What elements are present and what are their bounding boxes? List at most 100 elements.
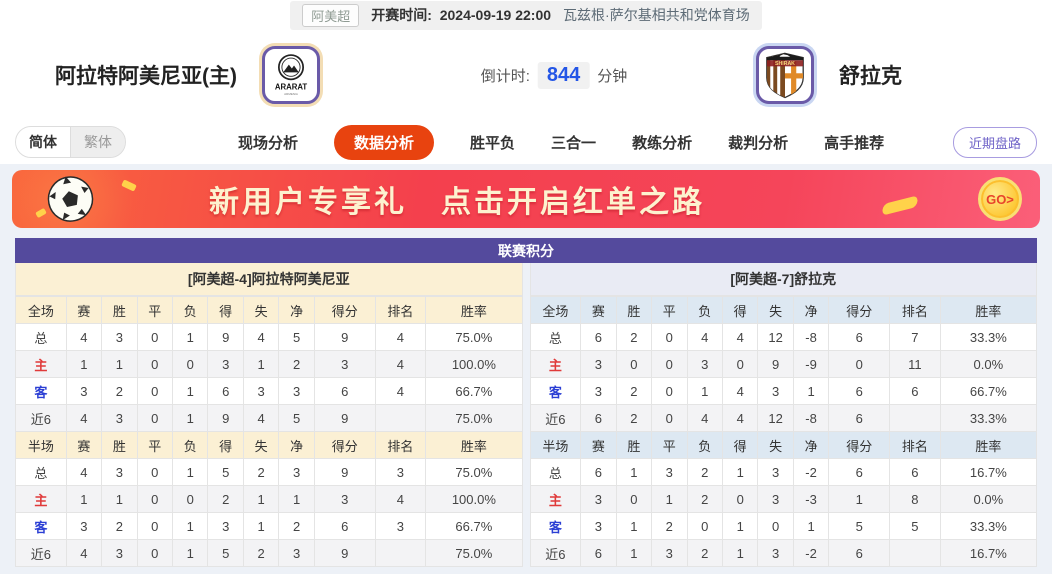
stat-cell: 75.0% <box>425 458 523 486</box>
content-area: 新用户专享礼 点击开启红单之路 GO> 联赛积分 [阿美超-4]阿拉特阿美尼亚 全场… <box>0 164 1052 574</box>
column-header: 排名 <box>374 431 427 459</box>
nav-bar: 简体 繁体 现场分析 数据分析 胜平负 三合一 教练分析 裁判分析 高手推荐 近期盘路 <box>0 120 1052 164</box>
league-badge[interactable]: 阿美超 <box>302 3 360 27</box>
column-header: 胜 <box>101 431 138 459</box>
stat-cell: 0 <box>615 485 653 513</box>
row-label: 总 <box>529 323 582 351</box>
row-label: 总 <box>15 458 67 486</box>
stat-cell: 0 <box>651 323 688 351</box>
stat-cell: 3 <box>101 404 138 432</box>
stat-cell: 8 <box>889 485 941 513</box>
stat-cell: 3 <box>651 458 688 486</box>
soccer-ball-icon <box>41 170 101 228</box>
column-header: 得 <box>721 296 759 324</box>
stat-cell: 1 <box>171 323 209 351</box>
stat-cell: 1 <box>615 539 653 567</box>
column-header: 胜 <box>101 296 138 324</box>
svg-text:ARMENIA: ARMENIA <box>284 92 298 96</box>
column-header: 赛 <box>65 296 103 324</box>
column-header: 负 <box>686 431 723 459</box>
stat-cell: 3 <box>278 377 315 405</box>
column-header: 平 <box>136 431 174 459</box>
stat-cell: 1 <box>721 458 759 486</box>
column-header: 得 <box>207 296 244 324</box>
home-standings-table: [阿美超-4]阿拉特阿美尼亚 全场赛胜平负得失净得分 排名 胜率总 4 3 0 1 9 4 5 9 4 7… <box>15 263 523 567</box>
stat-cell: 0 <box>651 350 688 378</box>
table-row: 客 3 1 2 0 1 0 1 5 5 33.3% <box>529 512 1038 540</box>
stat-cell: 4 <box>374 485 427 513</box>
stat-cell: 75.0% <box>425 404 523 432</box>
column-header: 胜率 <box>939 296 1038 324</box>
stat-cell: 3 <box>757 458 794 486</box>
stat-cell: 9 <box>313 323 376 351</box>
row-label: 主 <box>529 350 582 378</box>
table-row: 总 6 1 3 2 1 3 -2 6 6 16.7% <box>529 458 1038 486</box>
column-header: 平 <box>651 296 688 324</box>
stat-cell: 0 <box>757 512 794 540</box>
column-header: 排名 <box>889 431 941 459</box>
home-team: 阿拉特阿美尼亚(主) ARARAT ARMENIA <box>55 43 323 107</box>
stat-cell: 9 <box>313 458 376 486</box>
match-header: 阿拉特阿美尼亚(主) ARARAT ARMENIA 倒计时: 844 分钟 <box>0 30 1052 120</box>
tab-expert-picks[interactable]: 高手推荐 <box>824 134 885 152</box>
stat-cell: 0 <box>136 512 174 540</box>
svg-text:SHIRAK: SHIRAK <box>775 61 795 67</box>
stat-cell: 1 <box>242 485 280 513</box>
recent-odds-button[interactable]: 近期盘路 <box>952 126 1037 158</box>
row-label: 近6 <box>529 539 582 567</box>
stat-cell: 5 <box>278 404 315 432</box>
stat-cell: 75.0% <box>425 323 523 351</box>
tab-coach-analysis[interactable]: 教练分析 <box>632 134 693 152</box>
tab-data-analysis[interactable]: 数据分析 <box>334 124 435 160</box>
stat-cell: 4 <box>65 458 103 486</box>
stat-cell: 1 <box>101 350 138 378</box>
stat-cell: 6 <box>580 458 617 486</box>
tab-live-analysis[interactable]: 现场分析 <box>238 134 299 152</box>
promo-banner[interactable]: 新用户专享礼 点击开启红单之路 GO> <box>12 170 1040 228</box>
stat-cell: 3 <box>278 458 315 486</box>
lang-simplified[interactable]: 简体 <box>16 127 71 157</box>
away-team: SHIRAK 舒拉克 <box>753 43 902 107</box>
column-header: 得 <box>721 431 759 459</box>
tab-three-in-one[interactable]: 三合一 <box>551 134 597 152</box>
away-standings-table: [阿美超-7]舒拉克 全场赛胜平负得失净得分 排名 胜率总 6 2 0 4 4 12 -8 6 7 33.… <box>529 263 1038 567</box>
stat-cell: 9 <box>313 404 376 432</box>
column-header: 净 <box>792 296 830 324</box>
stat-cell: 4 <box>65 539 103 567</box>
stat-cell: 16.7% <box>939 458 1038 486</box>
stat-cell: 1 <box>278 485 315 513</box>
countdown: 倒计时: 844 分钟 <box>481 61 627 89</box>
column-header: 得分 <box>313 431 376 459</box>
column-header: 失 <box>757 296 794 324</box>
column-header: 胜率 <box>425 431 523 459</box>
stat-cell: 0 <box>171 350 209 378</box>
row-label: 客 <box>529 377 582 405</box>
row-label: 客 <box>529 512 582 540</box>
column-header: 失 <box>757 431 794 459</box>
stat-cell: 3 <box>65 377 103 405</box>
row-label: 总 <box>529 458 582 486</box>
stat-cell: 3 <box>580 377 617 405</box>
stat-cell: 2 <box>242 458 280 486</box>
tab-referee-analysis[interactable]: 裁判分析 <box>728 134 789 152</box>
lang-traditional[interactable]: 繁体 <box>71 127 125 157</box>
stat-cell: 0 <box>136 404 174 432</box>
stat-cell: 6 <box>580 323 617 351</box>
league-standings-title: 联赛积分 <box>15 238 1037 263</box>
stat-cell: 2 <box>101 512 138 540</box>
stat-cell: 33.3% <box>939 323 1038 351</box>
stat-cell: 1 <box>65 485 103 513</box>
column-header: 平 <box>136 296 174 324</box>
stat-cell: 1 <box>721 512 759 540</box>
countdown-value: 844 <box>537 61 590 89</box>
tab-win-draw-loss[interactable]: 胜平负 <box>470 134 516 152</box>
stat-cell: 1 <box>171 458 209 486</box>
home-table-subtitle: [阿美超-4]阿拉特阿美尼亚 <box>15 263 523 296</box>
stat-cell: 2 <box>278 512 315 540</box>
go-button[interactable]: GO> <box>978 177 1022 221</box>
stat-cell: 66.7% <box>425 512 523 540</box>
stat-cell: 1 <box>651 485 688 513</box>
column-header: 平 <box>651 431 688 459</box>
stat-cell: 0 <box>651 404 688 432</box>
table-row: 主 3 0 0 3 0 9 -9 0 11 0.0% <box>529 350 1038 378</box>
